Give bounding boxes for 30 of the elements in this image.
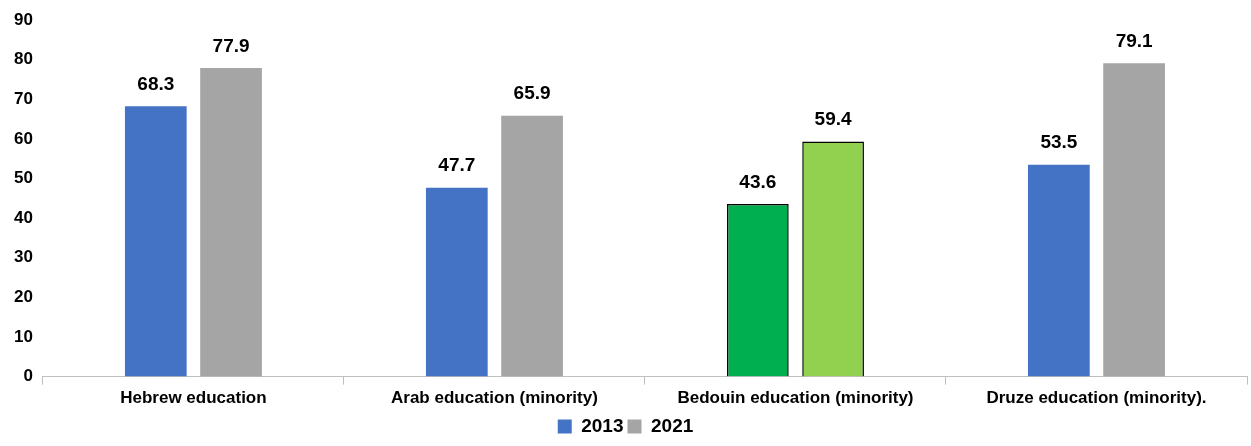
y-tick-label: 50 xyxy=(13,168,33,188)
bar xyxy=(1103,63,1165,377)
bar xyxy=(124,106,187,377)
y-tick-label: 30 xyxy=(13,247,33,267)
bar xyxy=(200,68,262,377)
data-label: 77.9 xyxy=(212,34,250,56)
bar xyxy=(1028,164,1090,377)
data-label: 53.5 xyxy=(1040,131,1078,153)
data-label: 68.3 xyxy=(137,72,175,94)
data-label: 59.4 xyxy=(814,108,853,130)
data-label: 47.7 xyxy=(438,154,476,176)
data-label: 65.9 xyxy=(513,82,551,104)
x-tick-label: Bedouin education (minority) xyxy=(677,388,914,408)
y-tick-label: 20 xyxy=(13,287,33,307)
x-tick-label: Hebrew education xyxy=(120,388,267,408)
y-tick-label: 10 xyxy=(13,326,33,346)
bar xyxy=(501,115,563,377)
legend-label: 2021 xyxy=(651,414,694,436)
data-label: 43.6 xyxy=(739,170,777,192)
y-tick-label: 60 xyxy=(13,128,33,148)
y-tick-label: 70 xyxy=(13,89,33,109)
x-tick-label: Arab education (minority) xyxy=(391,388,598,408)
y-tick-label: 90 xyxy=(13,9,33,29)
bar xyxy=(425,187,488,377)
legend-label: 2013 xyxy=(581,414,624,436)
y-tick-label: 80 xyxy=(13,49,33,69)
y-tick-label: 40 xyxy=(13,207,33,227)
y-tick-label: 0 xyxy=(23,366,33,386)
x-tick-label: Druze education (minority). xyxy=(986,388,1207,408)
data-label: 79.1 xyxy=(1115,30,1154,52)
